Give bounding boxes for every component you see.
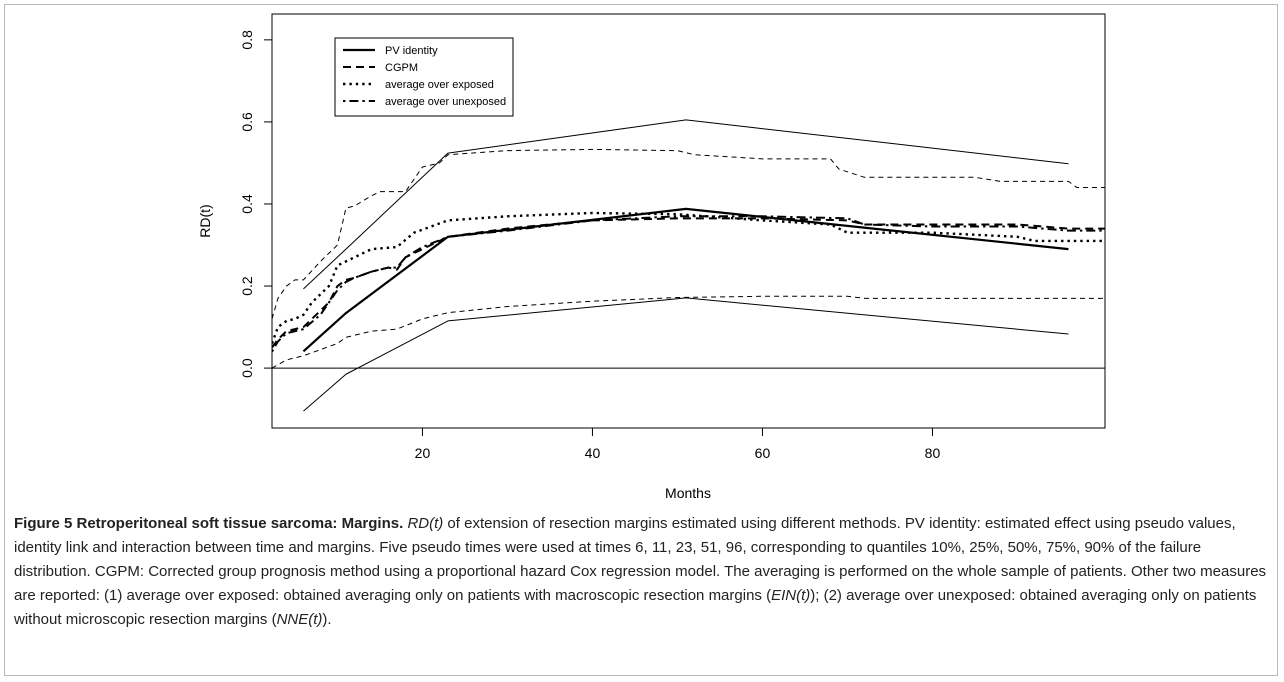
x-axis-label: Months: [665, 485, 711, 501]
caption-text: RD(t): [407, 515, 444, 532]
x-tick-label: 20: [415, 445, 431, 461]
y-tick-label: 0.2: [239, 276, 255, 296]
legend-label: average over unexposed: [385, 96, 506, 108]
series-line: [302, 207, 1069, 353]
caption: Figure 5 Retroperitoneal soft tissue sar…: [14, 512, 1276, 632]
y-tick-label: 0.0: [239, 358, 255, 378]
chart: Months RD(t) 20 40 60 80 0.0 0.2 0.4 0.6 0.8 PV i…: [197, 13, 1106, 501]
plot-lines: [272, 119, 1105, 412]
caption-text: Figure 5 Retroperitoneal soft tissue sar…: [14, 515, 404, 532]
y-tick-label: 0.4: [239, 194, 255, 214]
caption-text: EIN(t): [771, 587, 811, 604]
plot-frame: [271, 13, 1106, 429]
y-tick-label: 0.6: [239, 112, 255, 132]
x-tick-label: 40: [585, 445, 601, 461]
caption-text: NNE(t): [276, 611, 323, 628]
x-tick-label: 80: [925, 445, 941, 461]
y-tick-label: 0.8: [239, 30, 255, 50]
series-line: [272, 295, 1105, 369]
series-line: [272, 148, 1105, 319]
caption-text: ); (2) average over unexposed: obtained …: [14, 587, 1257, 628]
legend-label: average over exposed: [385, 79, 494, 91]
y-axis-label: RD(t): [197, 204, 213, 237]
series-line: [272, 211, 1105, 344]
x-tick-label: 60: [755, 445, 771, 461]
series-line: [303, 119, 1069, 290]
legend-label: PV identity: [385, 45, 438, 57]
caption-text: ).: [322, 611, 332, 628]
series-line: [272, 215, 1105, 353]
series-line: [272, 217, 1105, 349]
series-line: [303, 297, 1069, 412]
legend-label: CGPM: [385, 62, 418, 74]
figure-frame: [4, 4, 1278, 676]
caption-text: of extension of resection margins estima…: [14, 515, 1267, 604]
